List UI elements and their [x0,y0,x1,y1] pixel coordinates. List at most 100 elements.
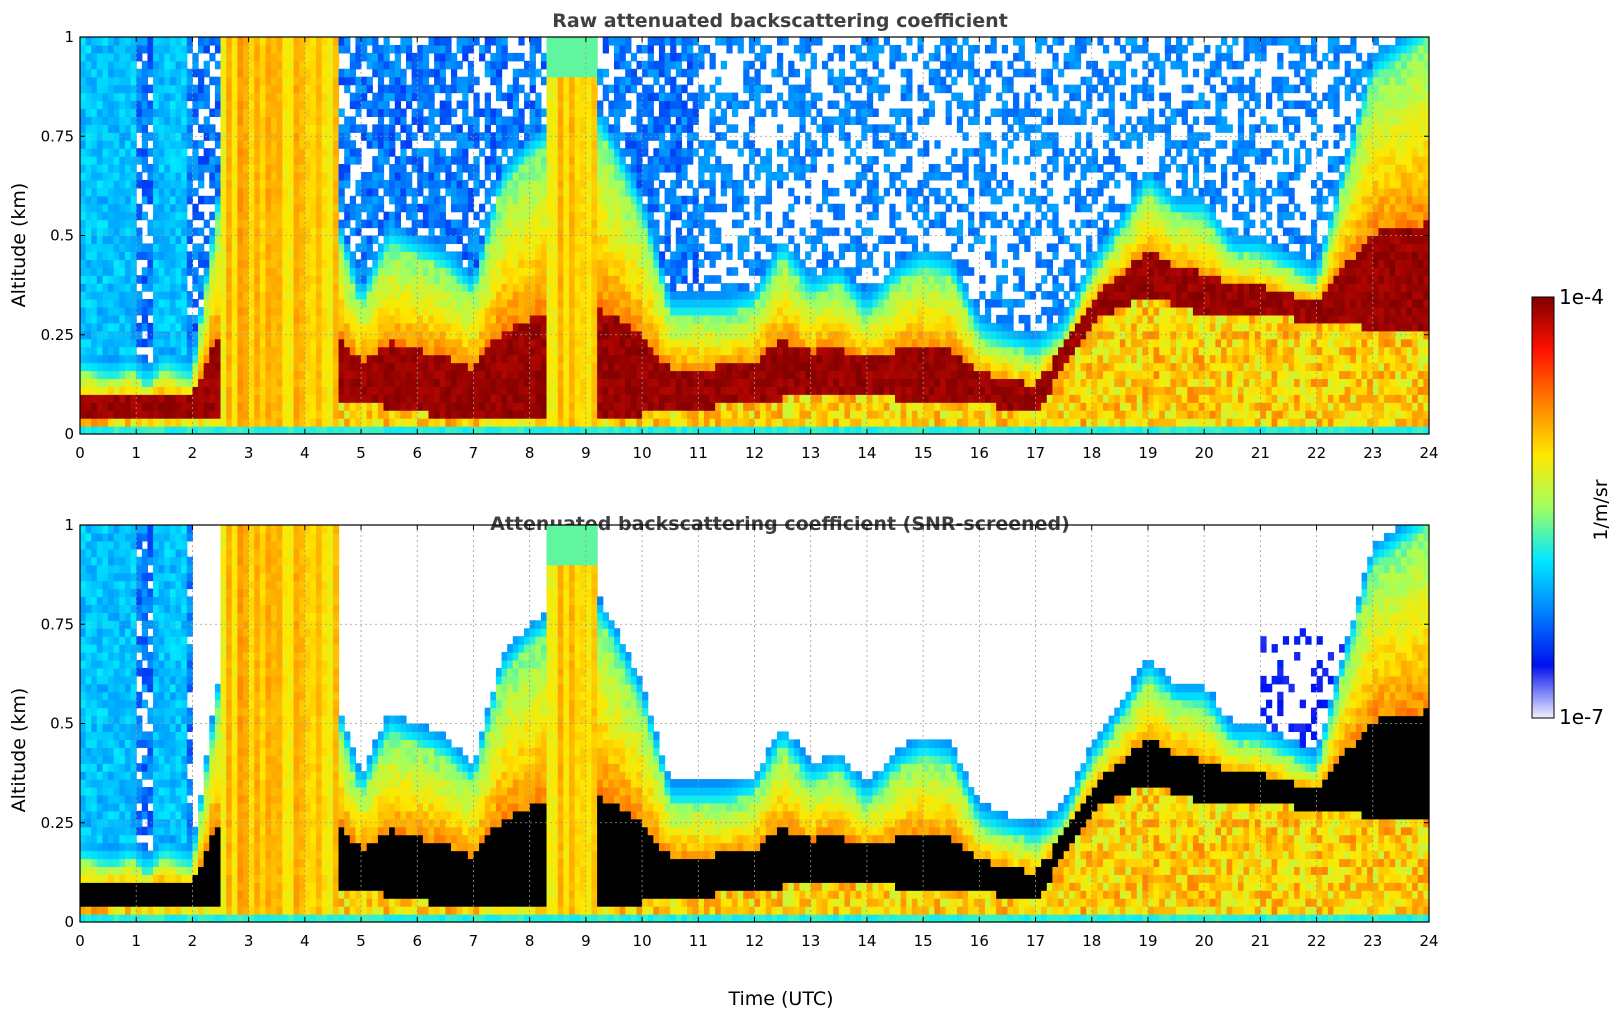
heatmap-cell [613,259,621,268]
heatmap-cell [653,402,660,411]
heatmap-cell [327,275,334,284]
heatmap-cell [355,283,362,292]
heatmap-cell [169,164,177,173]
heatmap-cell [400,140,407,149]
heatmap-cell [361,394,368,403]
heatmap-cell [428,283,435,292]
heatmap-cell [602,283,609,292]
heatmap-cell [248,322,255,332]
heatmap-cell [473,418,480,427]
heatmap-cell [642,354,649,364]
heatmap-cell [400,195,407,205]
heatmap-cell [411,203,418,213]
heatmap-cell [484,243,491,252]
heatmap-cell [304,299,312,308]
heatmap-cell [169,330,177,340]
heatmap-cell [214,37,222,46]
heatmap-cell [377,227,385,237]
heatmap-cell [153,156,160,165]
heatmap-cell [608,267,615,276]
heatmap-cell [439,179,446,189]
heatmap-cell [91,410,98,419]
heatmap-cell [574,306,581,316]
heatmap-cell [214,243,222,252]
heatmap-cell [259,187,267,197]
heatmap-cell [124,267,132,276]
heatmap-cell [400,299,407,308]
heatmap-cell [450,84,458,94]
heatmap-cell [383,386,390,395]
heatmap-cell [518,116,525,125]
heatmap-cell [248,179,255,189]
heatmap-cell [546,354,553,364]
heatmap-cell [299,267,306,276]
heatmap-cell [327,211,334,221]
heatmap-cell [355,322,362,332]
heatmap-cell [265,203,272,213]
heatmap-cell [220,299,227,308]
heatmap-cell [293,179,300,189]
heatmap-cell [96,251,104,260]
heatmap-cell [377,410,385,419]
heatmap-cell [687,76,694,86]
heatmap-cell [153,402,160,411]
heatmap-cell [130,291,137,300]
heatmap-cell [304,164,312,173]
heatmap-cell [681,164,688,173]
heatmap-cell [119,100,126,110]
heatmap-cell [237,156,244,165]
heatmap-cell [406,140,413,149]
heatmap-cell [479,362,486,372]
heatmap-cell [417,346,424,356]
heatmap-cell [585,124,593,133]
heatmap-cell [428,44,435,54]
heatmap-cell [406,346,413,356]
heatmap-cell [675,60,683,70]
heatmap-cell [563,171,570,181]
heatmap-cell [209,394,216,403]
heatmap-cell [540,219,548,229]
heatmap-cell [428,259,435,268]
heatmap-cell [580,267,587,276]
heatmap-cell [377,306,385,316]
heatmap-cell [681,362,688,372]
heatmap-cell [361,354,368,364]
heatmap-cell [316,243,323,252]
heatmap-cell [282,60,289,70]
heatmap-cell [169,394,177,403]
heatmap-cell [153,267,160,276]
heatmap-cell [546,219,553,229]
heatmap-cell [248,426,255,435]
heatmap-cell [591,60,598,70]
heatmap-cell [507,156,514,165]
heatmap-cell [484,124,491,133]
heatmap-cell [282,148,289,157]
heatmap-cell [147,410,154,419]
heatmap-cell [569,275,576,284]
heatmap-cell [501,306,508,316]
heatmap-cell [574,52,581,62]
heatmap-cell [658,378,666,387]
heatmap-cell [383,227,390,237]
heatmap-cell [287,37,295,46]
heatmap-cell [546,338,553,348]
heatmap-cell [198,338,205,348]
heatmap-cell [630,148,638,157]
heatmap-cell [597,227,604,237]
heatmap-cell [265,402,272,411]
heatmap-cell [243,92,250,102]
heatmap-cell [192,283,199,292]
heatmap-cell [540,124,548,133]
heatmap-cell [540,378,548,387]
heatmap-cell [512,140,520,149]
heatmap-cell [102,314,109,324]
heatmap-cell [495,322,503,332]
heatmap-cell [507,306,514,316]
heatmap-cell [658,235,666,245]
heatmap-cell [557,124,564,133]
heatmap-cell [389,330,396,340]
heatmap-cell [557,410,564,419]
heatmap-cell [473,267,480,276]
heatmap-cell [591,211,598,221]
heatmap-cell [338,346,345,356]
